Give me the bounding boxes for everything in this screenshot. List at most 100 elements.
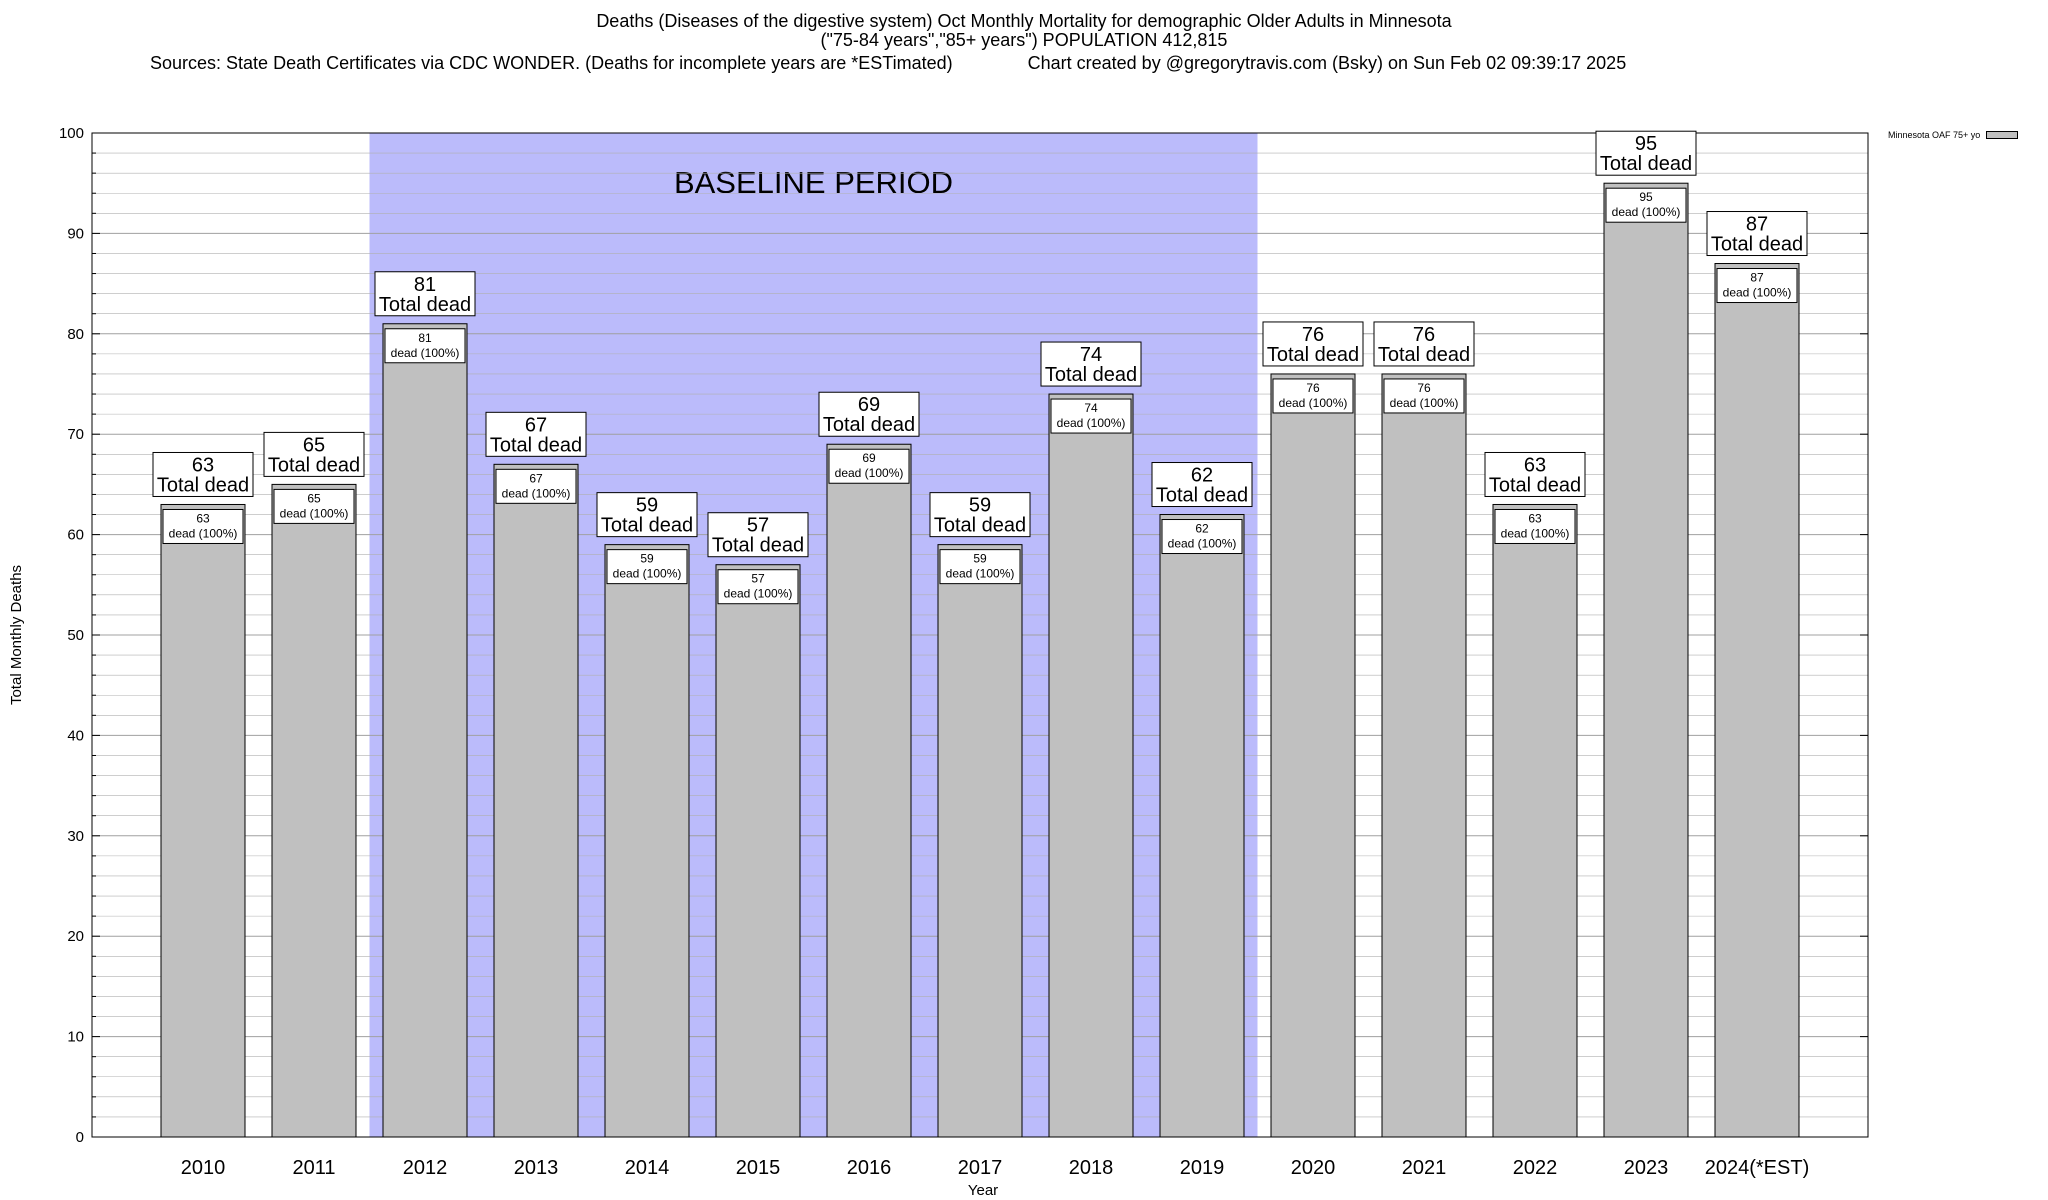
- outer-label-text: Total dead: [157, 474, 249, 496]
- y-tick-label: 100: [59, 125, 84, 142]
- inner-label-box: [717, 569, 799, 605]
- outer-label-box: [1262, 321, 1364, 367]
- outer-label-value: 76: [1302, 324, 1324, 346]
- bars: [160, 182, 1800, 1138]
- y-tick-label: 40: [67, 727, 84, 744]
- inner-label-box: [828, 448, 910, 484]
- outer-label-value: 62: [1191, 465, 1213, 487]
- outer-label-value: 59: [969, 495, 991, 517]
- y-axis-label: Total Monthly Deaths: [8, 565, 25, 705]
- outer-label-box: [152, 451, 254, 497]
- outer-label-text: Total dead: [1489, 474, 1581, 496]
- inner-label-value: 74: [1084, 401, 1098, 415]
- x-tick-label: 2019: [1180, 1157, 1225, 1179]
- outer-label-text: Total dead: [1378, 344, 1470, 366]
- x-axis-label: Year: [968, 1182, 998, 1199]
- inner-label-text: dead (100%): [835, 466, 904, 480]
- chart-sources-line: Sources: State Death Certificates via CD…: [150, 53, 1626, 73]
- y-tick-label: 80: [67, 326, 84, 343]
- outer-label-text: Total dead: [601, 515, 693, 537]
- bar-2011: [271, 483, 357, 1138]
- outer-label-box: [1040, 341, 1142, 387]
- baseline-period-label: BASELINE PERIOD: [674, 165, 953, 200]
- outer-label-box: [707, 512, 809, 558]
- inner-label-box: [1383, 378, 1465, 414]
- outer-label-box: [818, 391, 920, 437]
- outer-label-value: 65: [303, 434, 325, 456]
- bar-2015: [715, 564, 801, 1138]
- inner-label-box: [384, 328, 466, 364]
- inner-label-text: dead (100%): [1723, 286, 1792, 300]
- inner-label-text: dead (100%): [391, 346, 460, 360]
- outer-label-text: Total dead: [1267, 344, 1359, 366]
- outer-label-value: 95: [1635, 133, 1657, 155]
- outer-label-value: 87: [1746, 214, 1768, 236]
- bar-2021: [1381, 373, 1467, 1138]
- chart-title: Deaths (Diseases of the digestive system…: [596, 11, 1452, 31]
- axes: 0 10 20 30 40 50 60 70 80 90 100 2010 2011 2012 2013 20…: [8, 125, 1869, 1199]
- chart-credit: Chart created by @gregorytravis.com (Bsk…: [1027, 53, 1627, 73]
- y-tick-label: 0: [76, 1129, 84, 1146]
- outer-label-text: Total dead: [379, 294, 471, 316]
- inner-label-box: [1494, 508, 1576, 544]
- outer-label-text: Total dead: [1711, 234, 1803, 256]
- inner-label-value: 62: [1195, 522, 1209, 536]
- x-tick-label: 2021: [1402, 1157, 1447, 1179]
- chart-sources: Sources: State Death Certificates via CD…: [150, 53, 953, 73]
- bar-2019: [1159, 514, 1245, 1138]
- outer-label-box: [929, 492, 1031, 538]
- y-tick-label: 90: [67, 225, 84, 242]
- inner-label-value: 95: [1639, 190, 1653, 204]
- y-tick-label: 70: [67, 426, 84, 443]
- outer-label-value: 63: [1524, 454, 1546, 476]
- inner-label-value: 63: [1528, 511, 1542, 525]
- outer-label-value: 63: [192, 454, 214, 476]
- inner-label-value: 69: [862, 451, 876, 465]
- outer-label-box: [596, 492, 698, 538]
- x-tick-label: 2014: [625, 1157, 670, 1179]
- bar-2016: [826, 443, 912, 1138]
- outer-label-text: Total dead: [712, 535, 804, 557]
- outer-label-box: [374, 271, 476, 317]
- bar-2023: [1603, 182, 1689, 1138]
- inner-label-text: dead (100%): [169, 526, 238, 540]
- x-tick-label: 2017: [958, 1157, 1003, 1179]
- inner-label-box: [1050, 398, 1132, 434]
- x-tick-label: 2012: [403, 1157, 448, 1179]
- y-tick-label: 20: [67, 928, 84, 945]
- inner-label-value: 57: [751, 572, 765, 586]
- outer-label-value: 57: [747, 515, 769, 537]
- outer-label-box: [485, 411, 587, 457]
- y-tick-label: 10: [67, 1029, 84, 1046]
- outer-label-text: Total dead: [1600, 153, 1692, 175]
- inner-label-text: dead (100%): [1501, 526, 1570, 540]
- inner-label-text: dead (100%): [946, 567, 1015, 581]
- inner-label-value: 67: [529, 471, 543, 485]
- outer-label-value: 67: [525, 414, 547, 436]
- outer-label-text: Total dead: [490, 434, 582, 456]
- inner-label-box: [162, 508, 244, 544]
- x-tick-label: 2020: [1291, 1157, 1336, 1179]
- x-tick-label: 2023: [1624, 1157, 1669, 1179]
- bar-2022: [1492, 503, 1578, 1138]
- inner-label-box: [606, 549, 688, 585]
- outer-label-value: 74: [1080, 344, 1102, 366]
- inner-label-box: [939, 549, 1021, 585]
- inner-label-box: [1272, 378, 1354, 414]
- x-tick-label: 2011: [292, 1157, 335, 1179]
- outer-label-text: Total dead: [268, 454, 360, 476]
- inner-label-value: 59: [973, 552, 987, 566]
- inner-label-text: dead (100%): [613, 567, 682, 581]
- bar-2024(*EST): [1714, 263, 1800, 1138]
- outer-label-box: [263, 431, 365, 477]
- outer-label-text: Total dead: [1045, 364, 1137, 386]
- outer-label-value: 59: [636, 495, 658, 517]
- bar-2010: [160, 503, 246, 1138]
- inner-label-text: dead (100%): [502, 486, 571, 500]
- x-tick-label: 2010: [181, 1157, 226, 1179]
- bar-2017: [937, 544, 1023, 1138]
- y-tick-label: 60: [67, 527, 84, 544]
- outer-label-text: Total dead: [1156, 485, 1248, 507]
- bar-2014: [604, 544, 690, 1138]
